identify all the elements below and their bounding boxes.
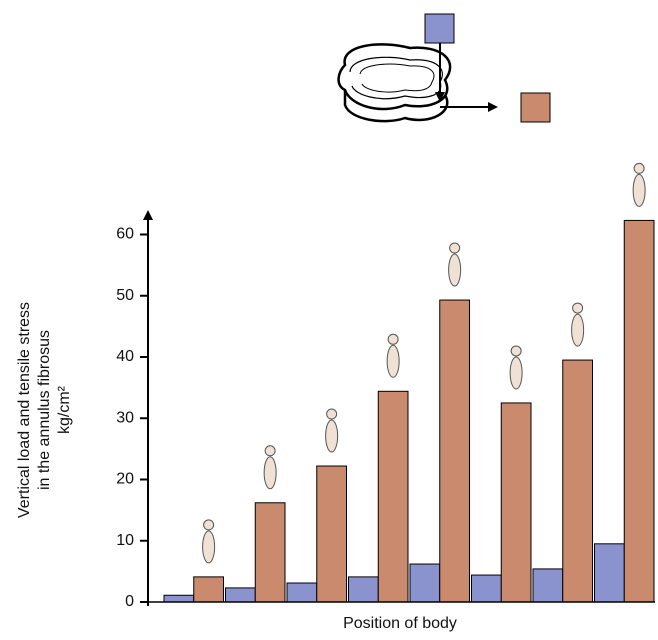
posture-icon <box>327 409 337 419</box>
legend-swatch <box>521 93 550 122</box>
bar <box>595 544 625 602</box>
posture-icon <box>203 531 215 563</box>
legend-swatch <box>425 14 454 43</box>
bar <box>378 391 408 602</box>
posture-icon <box>572 314 584 346</box>
posture-icon <box>388 334 398 344</box>
bar <box>317 466 347 602</box>
posture-icon <box>387 345 399 377</box>
bar <box>410 564 440 602</box>
bar <box>624 220 654 602</box>
y-axis-label: Vertical load and tensile stress in the … <box>16 302 73 518</box>
posture-icon <box>450 243 460 253</box>
bar <box>287 583 317 602</box>
posture-icon <box>265 446 275 456</box>
page: {"chart_data": {"type": "bar", "x_label"… <box>0 0 658 640</box>
y-tick-label: 20 <box>116 471 134 488</box>
bar <box>440 300 470 602</box>
posture-icon <box>511 346 521 356</box>
bar <box>164 595 194 602</box>
y-tick-label: 50 <box>116 287 134 304</box>
bar <box>226 588 256 602</box>
y-label-line: in the annulus fibrosus <box>36 330 53 490</box>
bar <box>194 577 224 602</box>
posture-icon <box>449 254 461 286</box>
y-tick-label: 30 <box>116 409 134 426</box>
posture-icon <box>633 174 645 206</box>
y-label-line: kg/cm² <box>56 385 73 434</box>
bar <box>472 575 502 602</box>
y-tick-label: 10 <box>116 532 134 549</box>
x-axis-label: Position of body <box>343 615 457 632</box>
disc-diagram <box>339 14 550 122</box>
y-tick-label: 0 <box>125 593 134 610</box>
posture-icon <box>264 457 276 489</box>
posture-icon <box>204 520 214 530</box>
bar <box>563 360 593 602</box>
y-label-line: Vertical load and tensile stress <box>16 302 33 518</box>
posture-icon <box>510 357 522 389</box>
posture-icon <box>326 420 338 452</box>
bar <box>349 577 379 602</box>
y-tick-label: 40 <box>116 348 134 365</box>
y-tick-label: 60 <box>116 226 134 243</box>
posture-icon <box>573 303 583 313</box>
posture-icon <box>634 163 644 173</box>
bar <box>533 569 563 602</box>
chart: Position of body Vertical load and tensi… <box>0 0 658 635</box>
bar <box>255 503 285 602</box>
bar <box>501 403 531 602</box>
